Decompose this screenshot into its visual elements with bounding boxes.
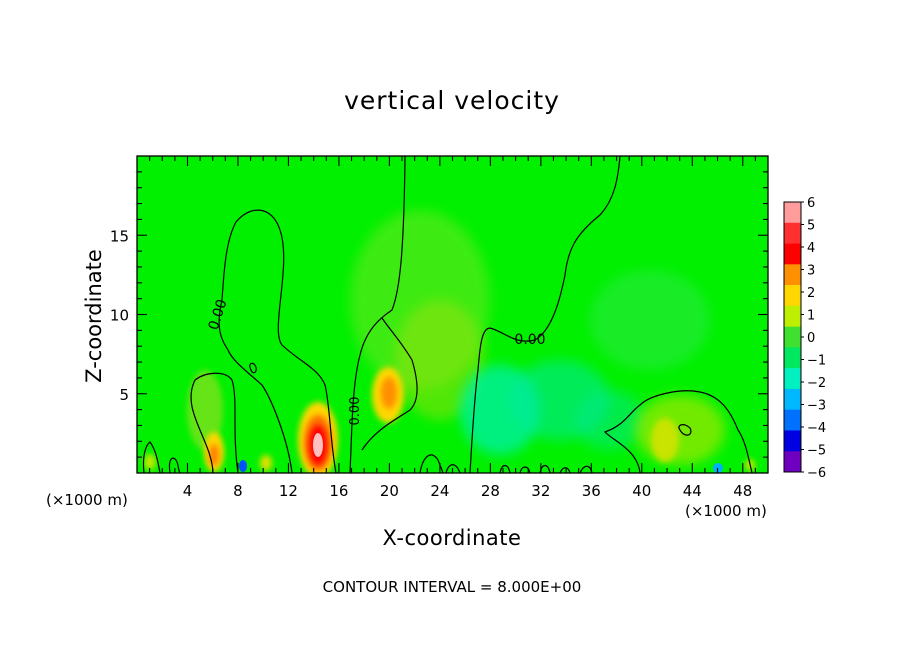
contour-surface-6 (559, 467, 571, 473)
contour-surface-3 (499, 464, 511, 473)
contour-central (349, 156, 406, 473)
contour-updraft-outline (361, 317, 418, 451)
downdraft-region-3 (575, 390, 645, 450)
colorbar-swatch (784, 202, 801, 224)
colorbar-label: −2 (807, 376, 826, 391)
downdraft-surface-1 (239, 460, 247, 472)
colorbar-swatch (784, 326, 801, 348)
contour-right-loop (678, 424, 692, 436)
contour-surface-1 (142, 441, 161, 473)
updraft-x20-core (381, 377, 397, 409)
colorbar-swatch (784, 264, 801, 286)
contour-surface-4 (519, 466, 531, 473)
x-tick-label: 48 (733, 482, 752, 500)
colorbar-swatch (784, 368, 801, 390)
x-scale-note-left: (×1000 m) (46, 491, 128, 509)
x-tick-label: 8 (233, 482, 243, 500)
contour-surface-9 (445, 464, 461, 473)
colorbar-label: 4 (807, 241, 815, 256)
colorbar-label: 5 (807, 219, 815, 234)
colorbar-label: −3 (807, 399, 826, 414)
x-tick-label: 44 (683, 482, 702, 500)
x-tick-label: 24 (430, 482, 449, 500)
y-axis-label: Z-coordinate (82, 249, 106, 383)
colorbar-label: 2 (807, 286, 815, 301)
contour-left-cell (190, 372, 239, 473)
x-tick-label: 40 (632, 482, 651, 500)
contour-small-loop (249, 362, 257, 374)
updraft-main-peak (313, 433, 323, 457)
colorbar: 6 5 4 3 2 1 0 −1 −2 −3 −4 −5 −6 (783, 196, 826, 481)
updraft-surface-2 (144, 454, 156, 470)
colorbar-label: −5 (807, 444, 826, 459)
colorbar-swatch (784, 388, 801, 410)
colorbar-label: 3 (807, 264, 815, 279)
updraft-surface-3 (651, 418, 679, 462)
colorbar-swatch (784, 243, 801, 265)
x-tick-label: 4 (183, 482, 193, 500)
x-tick-label: 36 (582, 482, 601, 500)
colorbar-swatch (784, 305, 801, 327)
contour-right (469, 156, 621, 473)
weak-region-right (590, 270, 710, 370)
colorbar-label: −1 (807, 354, 826, 369)
updraft-x6-core (209, 444, 219, 466)
colorbar-swatch (784, 347, 801, 369)
x-tick-label: 32 (531, 482, 550, 500)
contour-surface-2 (168, 457, 181, 473)
velocity-field (144, 210, 755, 473)
contour-right-cell (603, 390, 753, 473)
colorbar-label: 0 (807, 331, 815, 346)
colorbar-label: 1 (807, 309, 815, 324)
chart-title: vertical velocity (344, 86, 560, 115)
x-scale-note-right: (×1000 m) (685, 502, 767, 520)
colorbar-label: −4 (807, 421, 826, 436)
y-tick-label: 5 (119, 386, 129, 404)
x-tick-label: 28 (481, 482, 500, 500)
x-tick-label: 16 (329, 482, 348, 500)
zero-contours (142, 156, 753, 473)
updraft-surface-1 (260, 455, 272, 471)
contour-label-3: 0.00 (348, 397, 363, 426)
y-tick-label: 10 (110, 307, 129, 325)
colorbar-swatch (784, 430, 801, 452)
contour-tall-loop (218, 209, 337, 473)
x-axis-label: X-coordinate (382, 526, 522, 550)
colorbar-swatch (784, 409, 801, 431)
colorbar-label: −6 (807, 466, 826, 481)
colorbar-swatch (784, 285, 801, 307)
x-tick-label: 20 (380, 482, 399, 500)
colorbar-label: 6 (807, 196, 815, 211)
colorbar-swatch (784, 451, 801, 473)
contour-label-2: 0.00 (514, 332, 545, 348)
y-tick-label: 15 (110, 227, 129, 245)
updraft-left-plume (187, 370, 223, 450)
contour-interval-note: CONTOUR INTERVAL = 8.000E+00 (322, 578, 582, 596)
colorbar-swatch (784, 222, 801, 244)
x-tick-label: 12 (279, 482, 298, 500)
contour-surface-8 (419, 454, 444, 473)
